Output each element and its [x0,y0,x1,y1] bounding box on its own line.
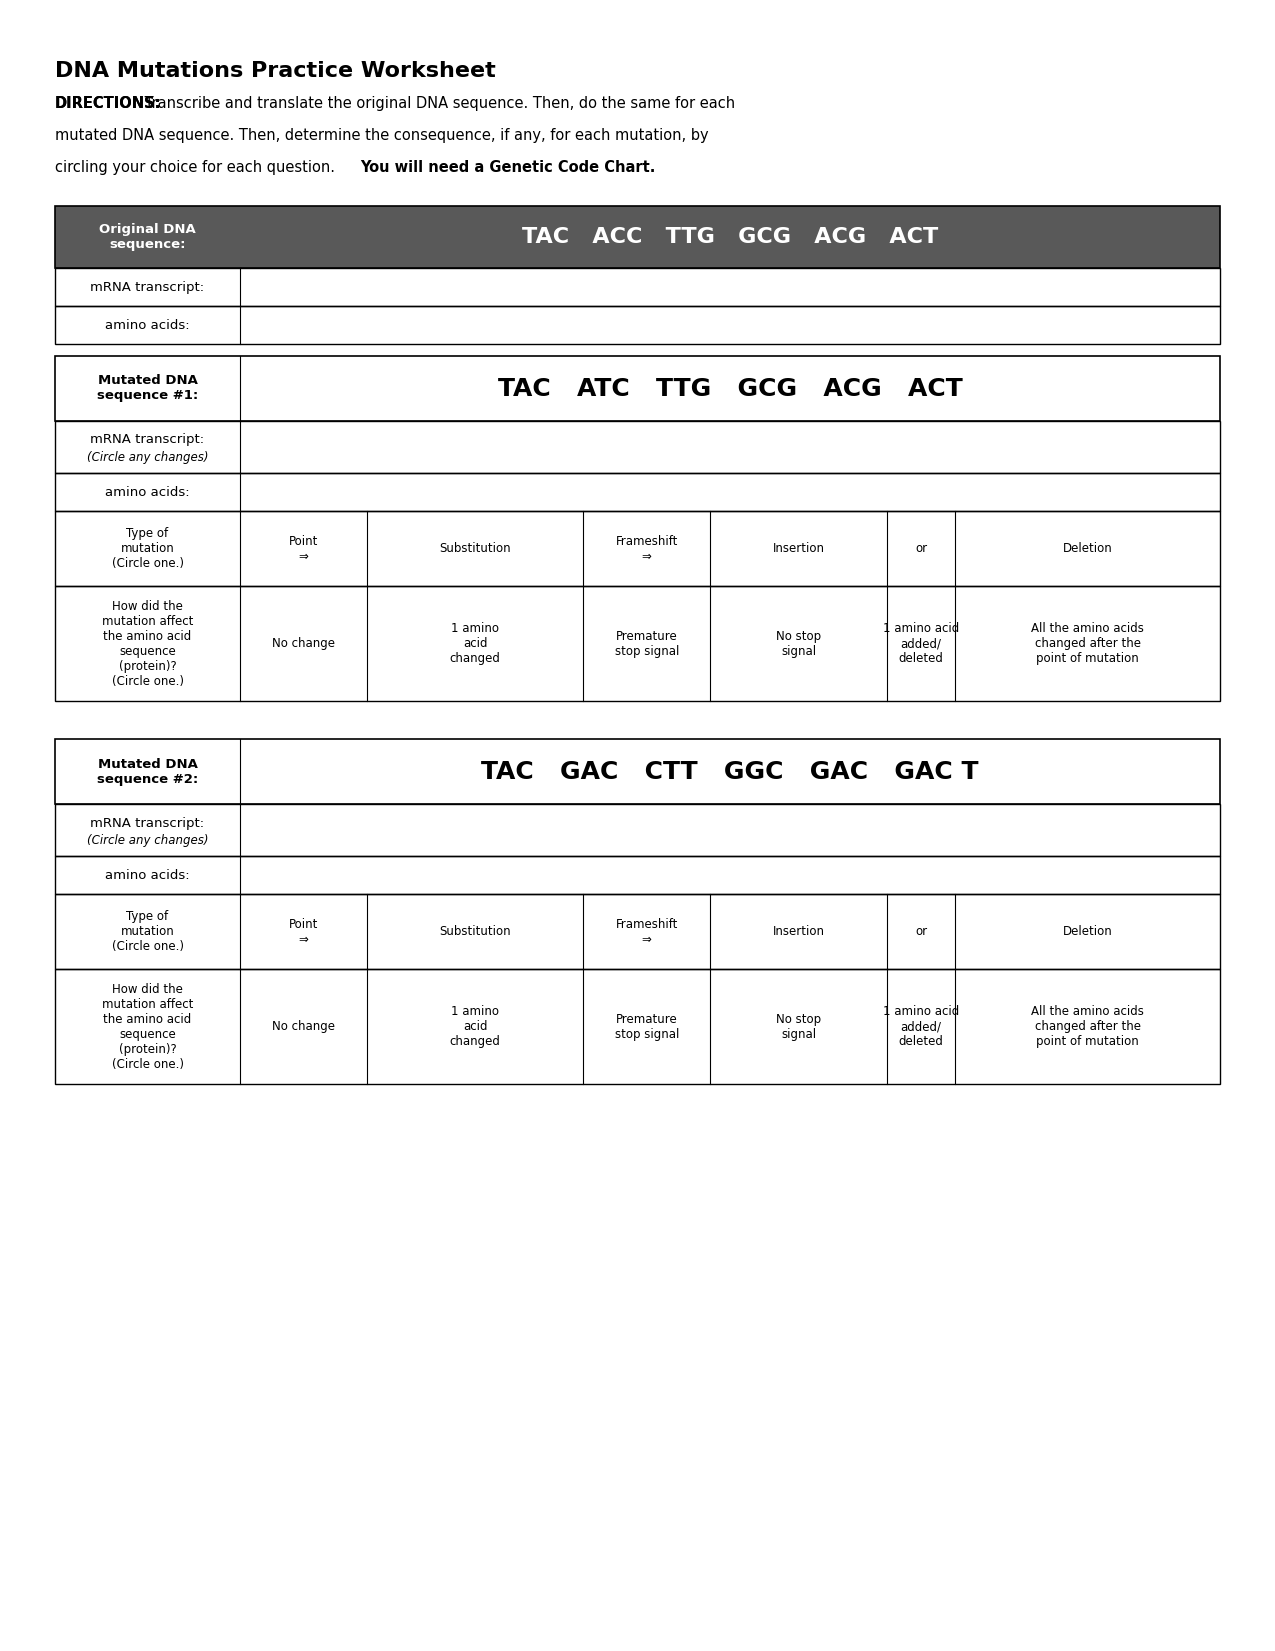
Text: Frameshift
⇒: Frameshift ⇒ [616,535,678,563]
Text: or: or [915,925,927,938]
Text: Premature
stop signal: Premature stop signal [615,629,678,657]
Bar [55,305,1220,343]
Text: Deletion: Deletion [1063,925,1113,938]
Text: Insertion: Insertion [773,542,825,555]
Text: or: or [915,542,927,555]
Bar [55,586,1220,702]
Text: Type of
mutation
(Circle one.): Type of mutation (Circle one.) [111,910,184,953]
Text: Frameshift
⇒: Frameshift ⇒ [616,918,678,946]
Text: How did the
mutation affect
the amino acid
sequence
(protein)?
(Circle one.): How did the mutation affect the amino ac… [102,599,194,687]
Text: Deletion: Deletion [1063,542,1113,555]
Text: Point
⇒: Point ⇒ [289,918,319,946]
Text: No change: No change [272,637,335,650]
Bar [55,855,1220,893]
Text: mRNA transcript:: mRNA transcript: [91,434,204,446]
Text: No stop
signal: No stop signal [776,629,821,657]
Bar [55,267,1220,305]
Bar [55,472,1220,512]
Text: Substitution: Substitution [440,925,511,938]
Text: circling your choice for each question.: circling your choice for each question. [55,160,339,175]
Text: 1 amino acid
added/
deleted: 1 amino acid added/ deleted [884,622,959,665]
Text: TAC   ACC   TTG   GCG   ACG   ACT: TAC ACC TTG GCG ACG ACT [521,226,938,248]
Text: You will need a Genetic Code Chart.: You will need a Genetic Code Chart. [360,160,655,175]
Text: DIRECTIONS:: DIRECTIONS: [55,96,162,111]
Text: How did the
mutation affect
the amino acid
sequence
(protein)?
(Circle one.): How did the mutation affect the amino ac… [102,982,194,1070]
Bar [55,512,1220,586]
Bar [55,357,1220,421]
Text: TAC   GAC   CTT   GGC   GAC   GAC T: TAC GAC CTT GGC GAC GAC T [481,759,979,784]
Text: TAC   ATC   TTG   GCG   ACG   ACT: TAC ATC TTG GCG ACG ACT [497,376,963,401]
Bar [55,804,1220,855]
Text: mRNA transcript:: mRNA transcript: [91,817,204,829]
Text: Premature
stop signal: Premature stop signal [615,1012,678,1040]
Text: No stop
signal: No stop signal [776,1012,821,1040]
Bar [55,206,1220,267]
Text: amino acids:: amino acids: [105,868,190,882]
Bar [55,969,1220,1085]
Text: amino acids:: amino acids: [105,319,190,332]
Text: DIRECTIONS:: DIRECTIONS: [55,96,162,111]
Bar [55,740,1220,804]
Text: Point
⇒: Point ⇒ [289,535,319,563]
Text: mutated DNA sequence. Then, determine the consequence, if any, for each mutation: mutated DNA sequence. Then, determine th… [55,129,709,144]
Text: 1 amino
acid
changed: 1 amino acid changed [450,622,501,665]
Bar [55,893,1220,969]
Text: 1 amino
acid
changed: 1 amino acid changed [450,1005,501,1048]
Text: amino acids:: amino acids: [105,485,190,499]
Text: Mutated DNA
sequence #2:: Mutated DNA sequence #2: [97,758,198,786]
Text: All the amino acids
changed after the
point of mutation: All the amino acids changed after the po… [1031,1005,1144,1048]
Text: All the amino acids
changed after the
point of mutation: All the amino acids changed after the po… [1031,622,1144,665]
Bar [55,421,1220,472]
Text: 1 amino acid
added/
deleted: 1 amino acid added/ deleted [884,1005,959,1048]
Text: No change: No change [272,1020,335,1034]
Text: Insertion: Insertion [773,925,825,938]
Text: Substitution: Substitution [440,542,511,555]
Text: DNA Mutations Practice Worksheet: DNA Mutations Practice Worksheet [55,61,496,81]
Text: mRNA transcript:: mRNA transcript: [91,281,204,294]
Text: Mutated DNA
sequence #1:: Mutated DNA sequence #1: [97,375,198,403]
Text: (Circle any changes): (Circle any changes) [87,834,208,847]
Text: Type of
mutation
(Circle one.): Type of mutation (Circle one.) [111,527,184,570]
Text: (Circle any changes): (Circle any changes) [87,451,208,464]
Text: Original DNA
sequence:: Original DNA sequence: [99,223,196,251]
Text: Transcribe and translate the original DNA sequence. Then, do the same for each: Transcribe and translate the original DN… [140,96,736,111]
